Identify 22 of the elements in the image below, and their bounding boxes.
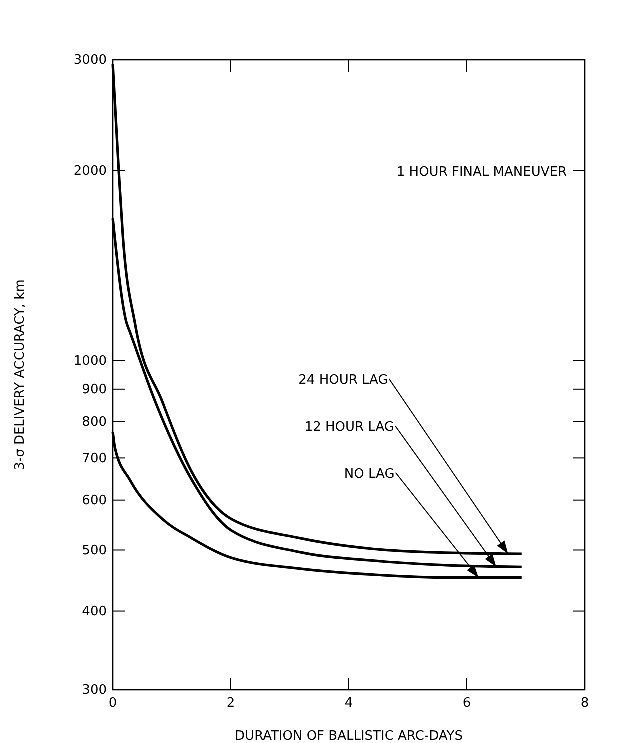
line-series	[112, 430, 524, 580]
y-tick-label: 500	[82, 543, 107, 558]
x-tick-label: 4	[344, 696, 354, 712]
annotation: 12 HOUR LAG	[304, 420, 394, 436]
y-tick-label: 800	[82, 414, 107, 430]
x-tick-label: 0	[108, 696, 118, 712]
x-tick-label: 6	[462, 696, 472, 712]
y-tick-label: 2000	[74, 164, 107, 180]
y-tick-label: 3000	[74, 53, 107, 68]
y-tick-label: 400	[82, 604, 107, 620]
y-tick-label: 900	[82, 382, 107, 398]
x-axis-title: DURATION OF BALLISTIC ARC-DAYS	[235, 729, 463, 743]
annotation: NO LAG	[344, 466, 395, 482]
y-tick-label: 700	[82, 451, 107, 466]
annotation: 1 HOUR FINAL MANEUVER	[396, 164, 567, 180]
y-tick-label: 1000	[74, 354, 107, 369]
x-tick-label: 8	[580, 696, 590, 712]
annotation: 24 HOUR LAG	[298, 373, 388, 388]
y-tick-label: 600	[82, 494, 107, 509]
x-tick-label: 2	[226, 696, 236, 712]
y-axis-title: 3-σ DELIVERY ACCURACY, km	[13, 280, 28, 470]
y-tick-label: 300	[82, 683, 107, 698]
